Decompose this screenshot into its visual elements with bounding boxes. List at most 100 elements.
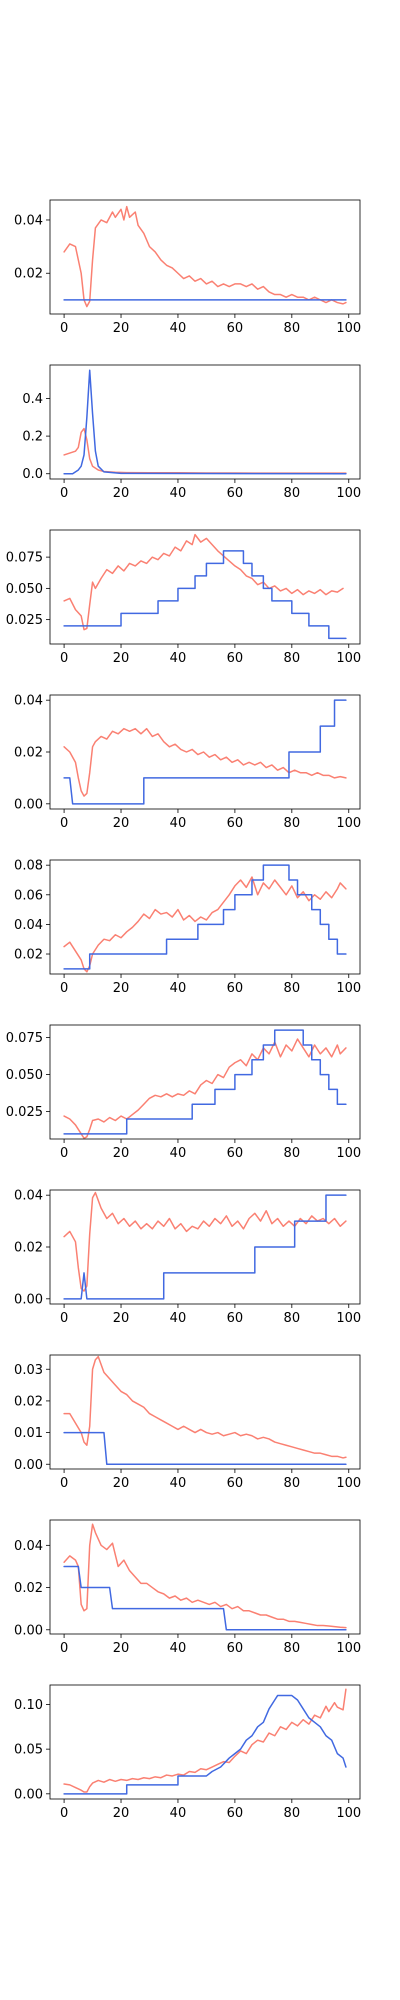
subplot-10: 0 20 40 60 80 100 0.00 0.05 0.10	[14, 1684, 361, 1821]
x-tick-label: 20	[113, 816, 130, 831]
series-line-series_b	[63, 1194, 347, 1300]
x-tick-label: 100	[336, 486, 361, 501]
y-tick-label: 0.06	[14, 888, 43, 903]
subplot-8: 0 20 40 60 80 100 0.00 0.01 0.02 0.03	[14, 1354, 361, 1491]
x-tick-label: 0	[60, 651, 68, 666]
x-tick-label: 100	[336, 1311, 361, 1326]
x-tick-label: 40	[170, 486, 187, 501]
x-tick-label: 80	[284, 1476, 301, 1491]
x-tick-label: 20	[113, 981, 130, 996]
x-tick-label: 60	[227, 1146, 244, 1161]
axes-frame	[49, 529, 361, 645]
y-tick-label: 0.02	[14, 267, 43, 282]
x-tick-label: 60	[227, 321, 244, 336]
y-tick-label: 0.075	[6, 551, 43, 566]
y-tick-label: 0.04	[14, 213, 43, 228]
subplot-2: 0 20 40 60 80 100 0.0 0.2 0.4	[22, 364, 361, 501]
y-tick-label: 0.00	[14, 1458, 43, 1473]
x-tick-label: 20	[113, 1311, 130, 1326]
y-tick-label: 0.050	[6, 1068, 43, 1083]
y-tick-label: 0.02	[14, 948, 43, 963]
y-tick-label: 0.075	[6, 1031, 43, 1046]
x-tick-label: 60	[227, 1641, 244, 1656]
x-tick-label: 100	[336, 1476, 361, 1491]
series-line-series_b	[63, 1565, 347, 1631]
y-tick-label: 0.03	[14, 1363, 43, 1378]
y-tick-label: 0.050	[6, 582, 43, 597]
subplot-5: 0 20 40 60 80 100 0.02 0.04 0.06 0.08	[14, 859, 361, 996]
x-tick-label: 0	[60, 321, 68, 336]
x-tick-label: 0	[60, 1641, 68, 1656]
x-tick-label: 20	[113, 651, 130, 666]
axes-frame	[49, 199, 361, 315]
axes-frame	[49, 364, 361, 480]
x-tick-label: 80	[284, 321, 301, 336]
x-tick-label: 0	[60, 1476, 68, 1491]
subplot-9: 0 20 40 60 80 100 0.00 0.02 0.04	[14, 1519, 361, 1656]
x-tick-label: 20	[113, 486, 130, 501]
y-tick-label: 0.04	[14, 1539, 43, 1554]
y-tick-label: 0.02	[14, 1241, 43, 1256]
x-tick-label: 40	[170, 1146, 187, 1161]
y-tick-label: 0.04	[14, 694, 43, 709]
y-tick-label: 0.02	[14, 1394, 43, 1409]
y-tick-label: 0.04	[14, 1189, 43, 1204]
x-tick-label: 60	[227, 981, 244, 996]
x-tick-label: 40	[170, 1806, 187, 1821]
y-tick-label: 0.00	[14, 1787, 43, 1802]
series-line-series_b	[63, 1029, 347, 1135]
x-tick-label: 0	[60, 1311, 68, 1326]
series-line-series_b	[63, 699, 347, 805]
y-tick-label: 0.4	[22, 392, 43, 407]
y-tick-label: 0.2	[22, 430, 43, 445]
y-tick-label: 0.025	[6, 613, 43, 628]
x-tick-label: 20	[113, 321, 130, 336]
x-tick-label: 0	[60, 1806, 68, 1821]
subplot-1: 0 20 40 60 80 100 0.02 0.04	[14, 199, 361, 336]
y-tick-label: 0.02	[14, 746, 43, 761]
x-tick-label: 60	[227, 816, 244, 831]
y-tick-label: 0.02	[14, 1581, 43, 1596]
x-tick-label: 0	[60, 981, 68, 996]
x-tick-label: 40	[170, 1311, 187, 1326]
x-tick-label: 0	[60, 816, 68, 831]
x-tick-label: 20	[113, 1476, 130, 1491]
axes-frame	[49, 1354, 361, 1470]
x-tick-label: 100	[336, 1641, 361, 1656]
x-tick-label: 80	[284, 1806, 301, 1821]
subplot-3: 0 20 40 60 80 100 0.025 0.050 0.075	[6, 529, 361, 666]
x-tick-label: 40	[170, 321, 187, 336]
x-tick-label: 100	[336, 651, 361, 666]
subplot-4: 0 20 40 60 80 100 0.00 0.02 0.04	[14, 694, 361, 831]
x-tick-label: 100	[336, 321, 361, 336]
x-tick-label: 60	[227, 486, 244, 501]
x-tick-label: 60	[227, 1476, 244, 1491]
y-tick-label: 0.00	[14, 1292, 43, 1307]
series-line-series_b	[63, 369, 347, 475]
x-tick-label: 100	[336, 981, 361, 996]
series-line-series_a	[63, 205, 347, 308]
series-line-series_a	[63, 1355, 347, 1459]
x-tick-label: 80	[284, 1311, 301, 1326]
x-tick-label: 0	[60, 486, 68, 501]
y-tick-label: 0.01	[14, 1426, 43, 1441]
x-tick-label: 100	[336, 1146, 361, 1161]
y-tick-label: 0.08	[14, 859, 43, 874]
y-tick-label: 0.05	[14, 1743, 43, 1758]
x-tick-label: 40	[170, 1476, 187, 1491]
x-tick-label: 80	[284, 486, 301, 501]
y-tick-label: 0.0	[22, 467, 43, 482]
x-tick-label: 60	[227, 651, 244, 666]
series-line-series_a	[63, 727, 347, 797]
series-line-series_a	[63, 533, 344, 631]
x-tick-label: 40	[170, 981, 187, 996]
y-tick-label: 0.025	[6, 1105, 43, 1120]
x-tick-label: 60	[227, 1311, 244, 1326]
x-tick-label: 40	[170, 1641, 187, 1656]
x-tick-label: 100	[336, 1806, 361, 1821]
axes-frame	[49, 1189, 361, 1305]
x-tick-label: 40	[170, 816, 187, 831]
y-tick-label: 0.04	[14, 918, 43, 933]
x-tick-label: 80	[284, 1641, 301, 1656]
